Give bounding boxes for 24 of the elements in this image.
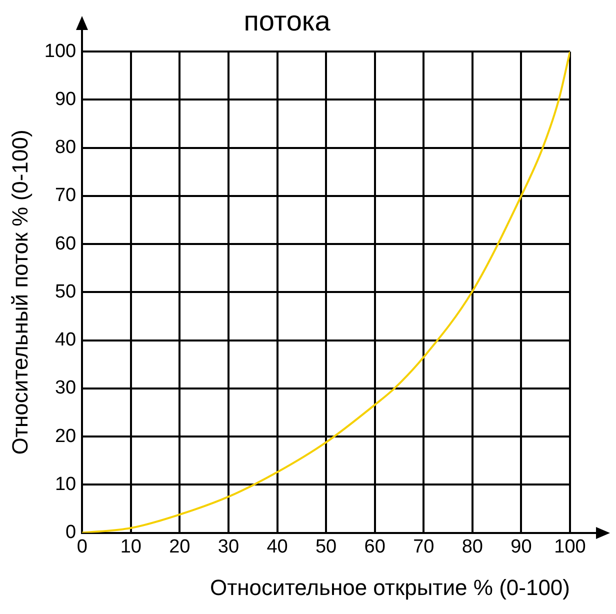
x-tick-label: 10 bbox=[120, 536, 142, 558]
x-tick-label: 40 bbox=[266, 536, 288, 558]
y-tick-label: 0 bbox=[66, 522, 76, 544]
y-tick-label: 100 bbox=[44, 40, 76, 62]
y-tick-label: 80 bbox=[54, 137, 76, 158]
y-tick-label: 60 bbox=[54, 233, 76, 254]
y-tick-label: 20 bbox=[54, 426, 76, 447]
x-tick-label: 20 bbox=[169, 536, 190, 558]
x-tick-label: 60 bbox=[364, 536, 386, 558]
x-tick-label: 30 bbox=[218, 536, 240, 558]
x-axis-title: Относительное открытие % (0-100) bbox=[210, 574, 570, 600]
y-tick-label: 30 bbox=[54, 378, 76, 399]
chart-title: потока bbox=[244, 6, 331, 37]
y-tick-label: 50 bbox=[54, 281, 76, 302]
y-tick-label: 40 bbox=[54, 330, 76, 351]
y-tick-label: 70 bbox=[54, 185, 76, 206]
y-tick-label: 90 bbox=[54, 88, 76, 110]
x-tick-label: 90 bbox=[510, 536, 532, 558]
y-tick-label: 10 bbox=[54, 474, 76, 495]
x-tick-label: 70 bbox=[413, 536, 434, 558]
y-axis-title: Относительный поток % (0-100) bbox=[7, 130, 32, 455]
x-tick-label: 80 bbox=[462, 536, 483, 558]
x-tick-label: 50 bbox=[315, 536, 337, 558]
x-tick-label: 100 bbox=[554, 536, 586, 558]
